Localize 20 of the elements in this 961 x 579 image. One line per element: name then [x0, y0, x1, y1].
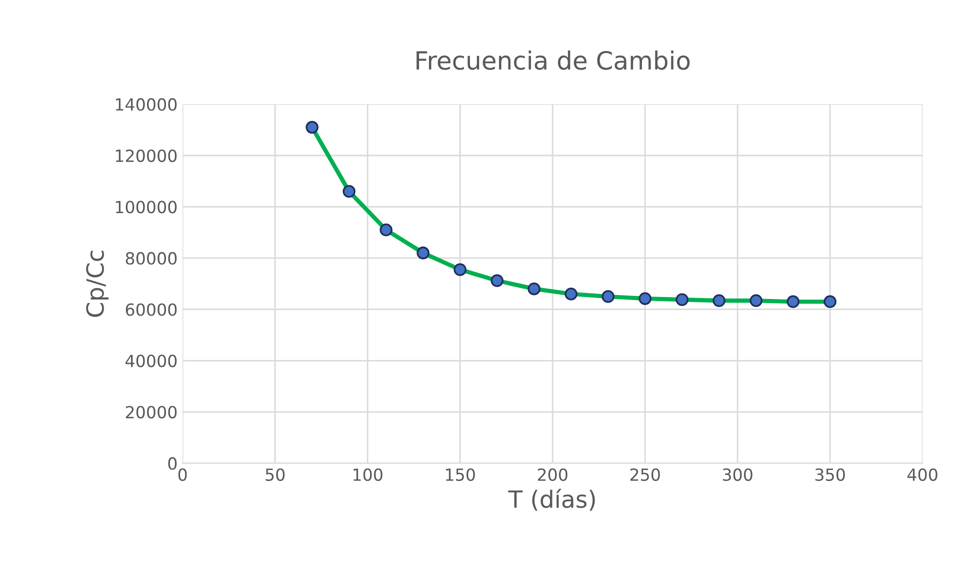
x-tick-label: 250 [630, 468, 660, 481]
y-tick-label: 100000 [116, 200, 177, 214]
x-tick-label: 200 [538, 468, 568, 481]
x-axis-title: T (días) [508, 488, 595, 511]
y-tick-label: 80000 [126, 252, 177, 265]
y-tick-label: 40000 [126, 354, 177, 368]
x-tick-label: 300 [722, 468, 752, 481]
y-tick-label: 140000 [116, 98, 177, 111]
y-axis-title: Cp/Cc [86, 250, 109, 317]
x-tick-label: 100 [354, 468, 382, 481]
y-tick-label: 0 [168, 457, 177, 470]
x-tick-label: 350 [815, 468, 845, 481]
x-tick-label: 50 [266, 468, 285, 481]
x-tick-label: 150 [446, 468, 475, 481]
chart-title: Frecuencia de Cambio [416, 50, 690, 70]
y-tick-label: 60000 [126, 303, 177, 316]
x-tick-label: 400 [907, 468, 938, 481]
x-tick-label: 0 [178, 468, 187, 481]
y-tick-label: 20000 [126, 406, 177, 418]
y-tick-label: 120000 [116, 149, 177, 162]
